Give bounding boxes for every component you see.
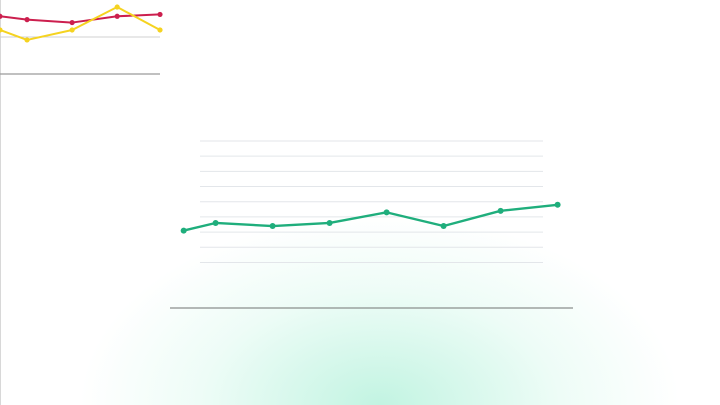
data-point: [157, 27, 163, 33]
data-point: [69, 27, 75, 33]
series-line: [0, 13, 161, 24]
data-point: [114, 4, 120, 10]
data-point: [157, 11, 163, 18]
data-point: [554, 201, 561, 208]
series-line: [0, 6, 161, 41]
data-point: [0, 27, 3, 33]
data-point: [180, 227, 187, 234]
data-point: [0, 13, 3, 19]
data-point: [440, 223, 447, 230]
data-point: [269, 223, 276, 230]
data-point: [212, 219, 219, 226]
data-point: [24, 37, 30, 43]
data-point: [114, 13, 120, 19]
data-point: [383, 209, 390, 216]
data-point: [497, 207, 504, 214]
data-point: [326, 219, 333, 226]
data-point: [69, 19, 75, 26]
data-point: [24, 17, 30, 23]
series-line: [183, 203, 558, 232]
